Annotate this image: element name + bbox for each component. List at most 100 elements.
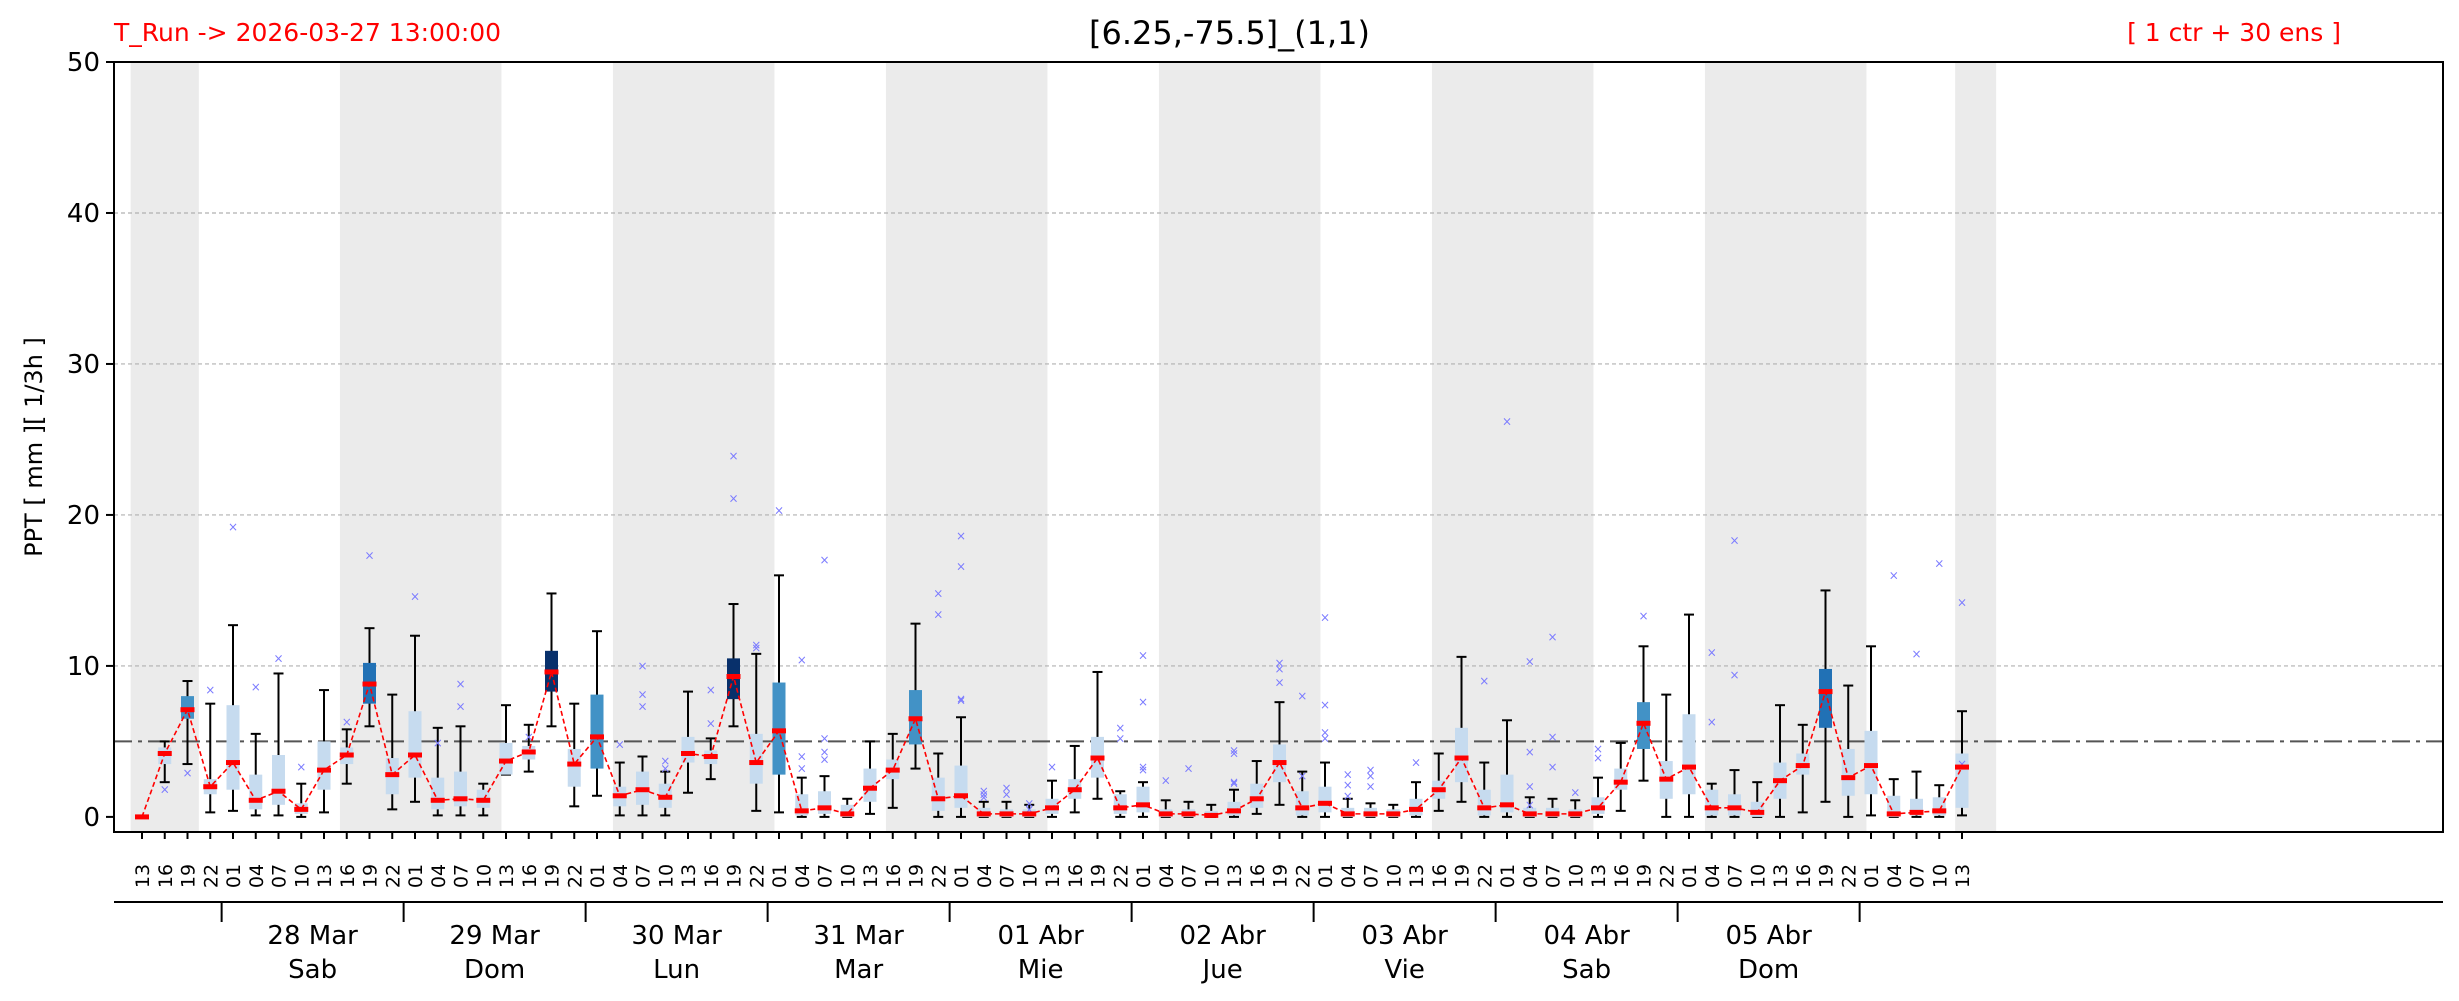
median-marker — [681, 750, 695, 756]
x-hour-label: 01 — [951, 864, 973, 888]
x-hour-label: 13 — [1406, 864, 1428, 888]
median-marker — [1727, 805, 1742, 811]
night-band — [1955, 62, 1997, 832]
x-hour-label: 04 — [1156, 864, 1178, 888]
median-marker — [703, 754, 718, 760]
box — [567, 748, 581, 787]
box — [1455, 727, 1468, 783]
outlier-point: × — [956, 692, 966, 706]
outlier-point: × — [1115, 731, 1125, 745]
x-hour-label: 04 — [1520, 864, 1542, 888]
x-hour-label: 19 — [724, 864, 746, 888]
median-marker — [658, 794, 673, 800]
median-marker — [1841, 775, 1856, 781]
outlier-point: × — [933, 608, 943, 622]
x-hour-label: 13 — [678, 864, 700, 888]
median-marker — [908, 716, 923, 722]
x-hour-label: 16 — [1065, 864, 1087, 888]
outlier-point: × — [1001, 787, 1011, 801]
median-marker — [863, 785, 877, 791]
x-hour-label: 19 — [178, 864, 200, 888]
outlier-point: × — [1001, 781, 1011, 795]
x-hour-label: 04 — [1338, 864, 1360, 888]
x-hour-label: 04 — [610, 864, 632, 888]
median-marker — [1363, 811, 1378, 817]
x-hour-label: 07 — [815, 864, 837, 888]
day-date-label: 04 Abr — [1543, 921, 1630, 951]
median-marker — [1295, 805, 1310, 811]
x-hour-label: 04 — [428, 864, 450, 888]
outlier-point: × — [1525, 798, 1535, 812]
outlier-point: × — [1115, 721, 1125, 735]
outlier-point: × — [1138, 763, 1148, 777]
x-hour-label: 01 — [1679, 864, 1701, 888]
outlier-point: × — [1229, 777, 1239, 791]
box — [1318, 786, 1332, 813]
median-marker — [1522, 811, 1537, 817]
x-hour-label: 04 — [1884, 864, 1906, 888]
x-hour-label: 01 — [1133, 864, 1155, 888]
median-marker — [840, 811, 855, 817]
x-hour-label: 16 — [1793, 864, 1815, 888]
y-tick-label: 20 — [67, 501, 100, 531]
outlier-point: × — [1047, 760, 1057, 774]
box — [1819, 668, 1832, 728]
x-hour-label: 07 — [1179, 864, 1201, 888]
x-hour-label: 01 — [1497, 864, 1519, 888]
median-marker — [1773, 778, 1787, 784]
x-hour-label: 10 — [1019, 864, 1041, 888]
x-hour-label: 13 — [1770, 864, 1792, 888]
y-tick-label: 30 — [67, 350, 100, 380]
box — [1477, 789, 1491, 816]
outlier-point: × — [797, 653, 807, 667]
x-hour-label: 01 — [223, 864, 245, 888]
outlier-point: × — [1365, 780, 1375, 794]
y-axis-label: PPT [ mm ][ 1/3h ] — [20, 337, 48, 557]
outlier-point: × — [979, 787, 989, 801]
median-marker — [317, 767, 331, 773]
outlier-point: × — [410, 589, 420, 603]
box — [1841, 748, 1855, 796]
day-date-label: 30 Mar — [631, 921, 722, 951]
outlier-point: × — [524, 730, 534, 744]
outlier-point: × — [979, 790, 989, 804]
day-date-label: 31 Mar — [813, 921, 904, 951]
outlier-point: × — [182, 766, 192, 780]
outlier-point: × — [1957, 596, 1967, 610]
outlier-point: × — [1365, 763, 1375, 777]
x-hour-label: 19 — [1634, 864, 1656, 888]
outlier-point: × — [797, 750, 807, 764]
median-marker — [1477, 805, 1492, 811]
x-hour-label: 13 — [860, 864, 882, 888]
median-marker — [157, 750, 172, 756]
outlier-point: × — [637, 659, 647, 673]
box — [408, 711, 422, 778]
median-marker — [1067, 787, 1082, 793]
outlier-point: × — [637, 700, 647, 714]
median-marker — [1864, 763, 1878, 769]
day-date-label: 01 Abr — [997, 921, 1084, 951]
x-hour-label: 22 — [1838, 864, 1860, 888]
outlier-point: × — [774, 503, 784, 517]
x-hour-label: 10 — [291, 864, 313, 888]
median-marker — [1090, 755, 1105, 761]
median-marker — [362, 681, 377, 687]
median-marker — [612, 793, 627, 799]
median-marker — [1318, 800, 1332, 806]
median-marker — [1613, 779, 1628, 785]
day-weekday-label: Vie — [1384, 955, 1424, 985]
outlier-point: × — [296, 760, 306, 774]
outlier-point: × — [1411, 756, 1421, 770]
median-marker — [976, 811, 991, 817]
outlier-point: × — [1957, 757, 1967, 771]
median-marker — [1591, 805, 1605, 811]
x-hour-label: 13 — [1042, 864, 1064, 888]
outlier-point: × — [1570, 786, 1580, 800]
median-marker — [1886, 811, 1901, 817]
box — [1705, 789, 1719, 816]
outlier-point: × — [273, 651, 283, 665]
median-marker — [1682, 764, 1696, 770]
median-marker — [1181, 811, 1196, 817]
outlier-point: × — [1547, 730, 1557, 744]
x-hour-label: 07 — [1907, 864, 1929, 888]
